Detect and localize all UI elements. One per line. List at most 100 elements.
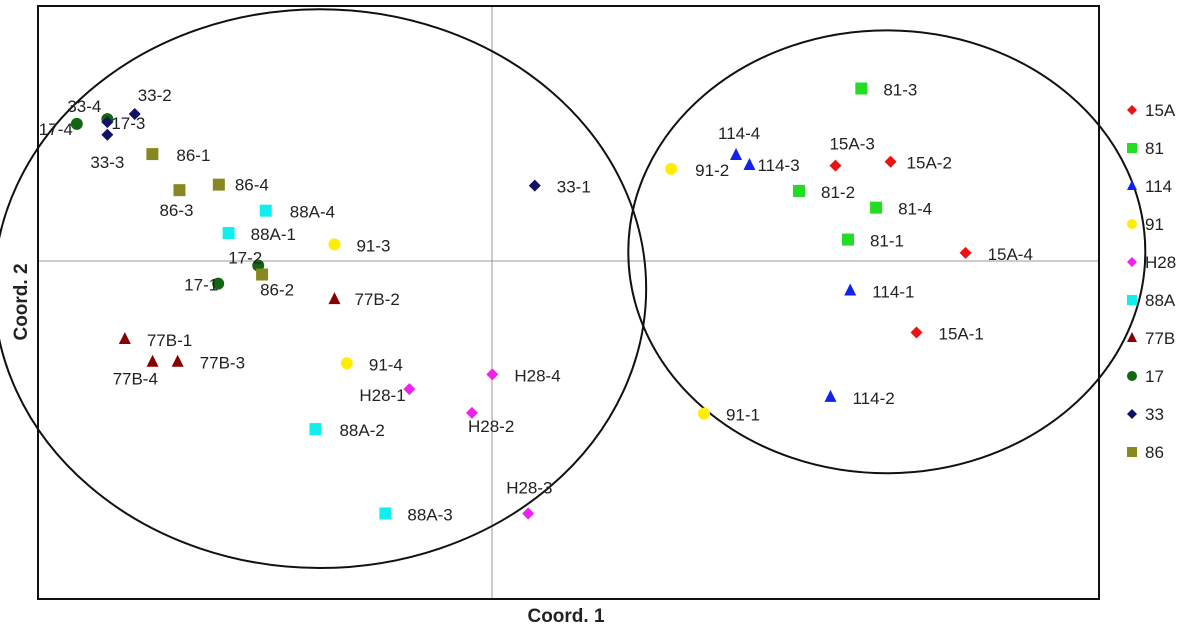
- data-point-15A-4: [959, 246, 972, 259]
- data-point-77B-1: [118, 332, 131, 345]
- plot-frame: [37, 5, 1100, 600]
- point-label-88A-1: 88A-1: [251, 225, 296, 244]
- data-point-91-4: [340, 357, 353, 370]
- point-label-15A-1: 15A-1: [939, 324, 984, 343]
- point-label-91-1: 91-1: [726, 406, 760, 425]
- point-label-H28-3: H28-3: [506, 478, 552, 497]
- data-point-81-2: [793, 184, 806, 197]
- point-label-81-2: 81-2: [821, 183, 855, 202]
- legend-marker-77B: [1127, 332, 1137, 342]
- point-label-114-1: 114-1: [872, 282, 914, 301]
- data-point-33-2: [128, 107, 141, 120]
- data-point-H28-2: [465, 406, 478, 419]
- legend-marker-91: [1127, 219, 1137, 229]
- cluster-ellipse-2: [627, 29, 1147, 475]
- cluster-ellipse-1: [0, 8, 648, 569]
- point-label-H28-4: H28-4: [514, 366, 560, 385]
- data-point-81-1: [841, 233, 854, 246]
- point-labels: 15A-1 15A-2 15A-3 15A-4 81-1 81-2 81-3 81-4 114-…: [39, 81, 1033, 525]
- point-label-33-2: 33-2: [138, 86, 172, 105]
- data-point-88A-4: [259, 204, 272, 217]
- point-label-15A-4: 15A-4: [988, 245, 1033, 264]
- legend-marker-88A: [1127, 295, 1137, 305]
- data-point-114-3: [743, 157, 756, 170]
- point-label-17-3: 17-3: [111, 114, 145, 133]
- legend-label-81: 81: [1145, 139, 1164, 158]
- point-label-81-3: 81-3: [883, 81, 917, 100]
- point-label-17-2: 17-2: [228, 249, 262, 268]
- point-label-88A-4: 88A-4: [290, 203, 335, 222]
- data-point-88A-2: [309, 423, 322, 436]
- data-points: [70, 82, 972, 520]
- y-axis-label: Coord. 2: [11, 263, 32, 340]
- data-point-91-1: [697, 407, 710, 420]
- point-label-17-4: 17-4: [39, 120, 73, 139]
- legend-label-86: 86: [1145, 443, 1164, 462]
- legend-label-88A: 88A: [1145, 291, 1176, 310]
- point-label-33-1: 33-1: [557, 178, 591, 197]
- data-point-77B-3: [171, 354, 184, 367]
- point-label-86-1: 86-1: [176, 146, 210, 165]
- data-point-17-2: [252, 259, 265, 272]
- legend-marker-15A: [1127, 105, 1137, 115]
- data-point-114-1: [844, 283, 857, 296]
- legend-label-17: 17: [1145, 367, 1164, 386]
- data-point-H28-1: [403, 383, 416, 396]
- legend-label-15A: 15A: [1145, 101, 1176, 120]
- legend-marker-17: [1127, 371, 1137, 381]
- point-label-33-3: 33-3: [90, 153, 124, 172]
- data-point-81-4: [870, 201, 883, 214]
- point-label-77B-3: 77B-3: [200, 354, 245, 373]
- data-point-15A-3: [829, 159, 842, 172]
- point-label-114-4: 114-4: [718, 124, 760, 143]
- point-label-77B-4: 77B-4: [113, 370, 158, 389]
- data-point-86-1: [146, 148, 159, 161]
- cluster-ellipses: [0, 8, 1147, 569]
- data-point-33-3: [101, 128, 114, 141]
- data-point-88A-3: [379, 507, 392, 520]
- data-point-15A-2: [884, 155, 897, 168]
- point-label-17-1: 17-1: [184, 276, 218, 295]
- point-label-86-3: 86-3: [159, 201, 193, 220]
- point-label-33-4: 33-4: [67, 97, 101, 116]
- legend-label-H28: H28: [1145, 253, 1176, 272]
- point-label-114-2: 114-2: [852, 389, 894, 408]
- point-label-91-4: 91-4: [369, 355, 403, 374]
- legend-marker-86: [1127, 447, 1137, 457]
- data-point-17-4: [70, 117, 83, 130]
- point-label-91-3: 91-3: [356, 236, 390, 255]
- data-point-15A-1: [910, 326, 923, 339]
- data-point-H28-4: [486, 368, 499, 381]
- point-label-81-1: 81-1: [870, 232, 904, 251]
- data-point-91-3: [328, 238, 341, 251]
- point-label-86-4: 86-4: [235, 176, 269, 195]
- point-label-88A-2: 88A-2: [339, 421, 384, 440]
- data-point-86-3: [173, 184, 186, 197]
- legend: 15A 81 114 91 H28 88A 77B 17 33 86: [1127, 101, 1176, 462]
- legend-marker-33: [1127, 409, 1137, 419]
- data-point-86-2: [256, 268, 269, 281]
- point-label-15A-3: 15A-3: [829, 135, 874, 154]
- legend-marker-114: [1127, 180, 1137, 190]
- point-label-91-2: 91-2: [695, 161, 729, 180]
- legend-marker-H28: [1127, 257, 1137, 267]
- legend-label-91: 91: [1145, 215, 1164, 234]
- x-axis-label: Coord. 1: [527, 606, 604, 627]
- point-label-H28-2: H28-2: [468, 417, 514, 436]
- data-point-33-1: [528, 179, 541, 192]
- point-label-86-2: 86-2: [260, 281, 294, 300]
- data-point-88A-1: [222, 227, 235, 240]
- point-label-77B-2: 77B-2: [354, 290, 399, 309]
- point-label-H28-1: H28-1: [359, 386, 405, 405]
- legend-label-33: 33: [1145, 405, 1164, 424]
- legend-marker-81: [1127, 143, 1137, 153]
- point-label-81-4: 81-4: [898, 200, 932, 219]
- data-point-114-4: [730, 148, 743, 161]
- data-point-H28-3: [522, 507, 535, 520]
- data-point-17-1: [212, 277, 225, 290]
- point-label-114-3: 114-3: [757, 156, 799, 175]
- data-point-114-2: [824, 389, 837, 402]
- point-label-15A-2: 15A-2: [907, 154, 952, 173]
- data-point-77B-4: [146, 354, 159, 367]
